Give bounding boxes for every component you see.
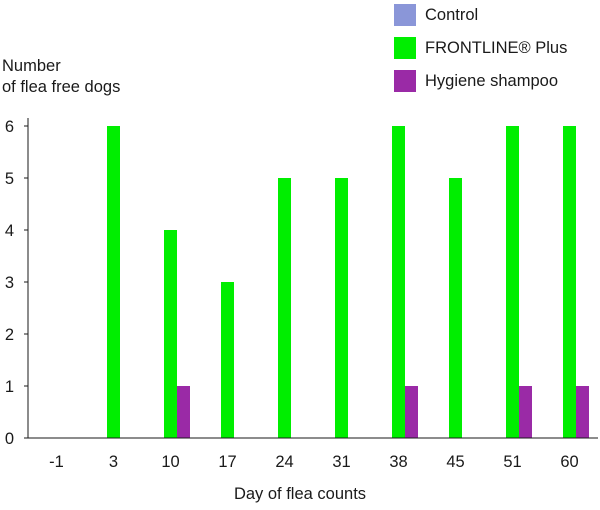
bar-51-frontline-plus: [506, 126, 519, 438]
x-tick-label: 3: [109, 453, 118, 471]
y-tick-label: 1: [5, 378, 14, 396]
y-tick-label: 4: [5, 222, 14, 240]
bar-17-frontline-plus: [221, 282, 234, 438]
x-tick-label: 24: [275, 453, 293, 471]
bar-10-frontline-plus: [164, 230, 177, 438]
legend-swatch-hygiene-shampoo: [394, 70, 416, 92]
legend-item-frontline-plus: FRONTLINE® Plus: [394, 36, 600, 60]
legend-item-hygiene-shampoo: Hygiene shampoo: [394, 69, 600, 93]
legend-item-control: Control: [394, 3, 600, 27]
x-tick-label: 51: [503, 453, 521, 471]
y-tick-label: 2: [5, 326, 14, 344]
y-tick-label: 0: [5, 430, 14, 448]
legend-label-hygiene-shampoo: Hygiene shampoo: [425, 71, 558, 90]
bar-24-frontline-plus: [278, 178, 291, 438]
legend-label-frontline-plus: FRONTLINE® Plus: [425, 38, 568, 57]
x-tick-label: 31: [332, 453, 350, 471]
bar-51-hygiene-shampoo: [519, 386, 532, 438]
legend-swatch-control: [394, 4, 416, 26]
bar-60-hygiene-shampoo: [576, 386, 589, 438]
legend-label-control: Control: [425, 5, 479, 24]
y-axis-label: Number of flea free dogs: [2, 57, 121, 96]
bar-3-frontline-plus: [107, 126, 120, 438]
y-tick-label: 3: [5, 274, 14, 292]
bar-45-frontline-plus: [449, 178, 462, 438]
x-tick-label: 17: [218, 453, 236, 471]
x-axis-label: Day of flea counts: [233, 485, 367, 503]
y-tick-label: 6: [5, 118, 14, 136]
x-tick-label: 10: [161, 453, 179, 471]
bar-38-hygiene-shampoo: [405, 386, 418, 438]
x-tick-label: -1: [49, 453, 64, 471]
legend-swatch-frontline-plus: [394, 37, 416, 59]
y-tick-label: 5: [5, 170, 14, 188]
x-tick-label: 60: [560, 453, 578, 471]
bar-31-frontline-plus: [335, 178, 348, 438]
bar-38-frontline-plus: [392, 126, 405, 438]
bar-10-hygiene-shampoo: [177, 386, 190, 438]
x-tick-label: 45: [446, 453, 464, 471]
x-tick-label: 38: [389, 453, 407, 471]
bar-60-frontline-plus: [563, 126, 576, 438]
